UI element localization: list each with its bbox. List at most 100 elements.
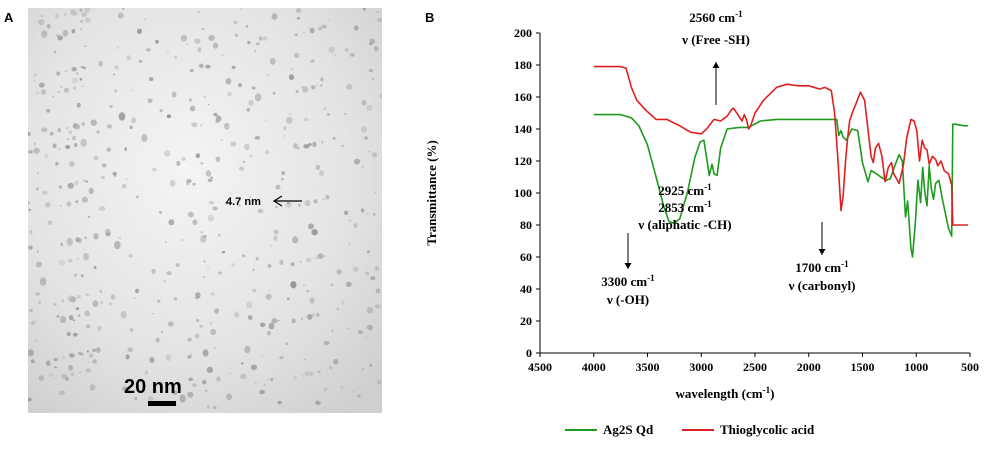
nanoparticle	[313, 199, 318, 204]
nanoparticle	[174, 56, 178, 59]
nanoparticle	[157, 299, 161, 303]
nanoparticle	[240, 373, 247, 379]
legend-label: Thioglycolic acid	[720, 422, 815, 437]
nanoparticle	[255, 42, 260, 46]
nanoparticle	[120, 311, 127, 319]
nanoparticle	[345, 281, 352, 287]
nanoparticle	[131, 117, 137, 124]
x-tick-label: 3000	[689, 360, 713, 374]
annotation-text: 2853 cm-1	[658, 199, 712, 215]
nanoparticle	[254, 49, 257, 53]
nanoparticle	[175, 263, 180, 268]
nanoparticle	[76, 294, 81, 299]
y-tick-label: 60	[520, 250, 532, 264]
nanoparticle	[312, 313, 315, 317]
y-tick-label: 140	[514, 122, 532, 136]
nanoparticle	[144, 18, 146, 20]
nanoparticle	[225, 78, 232, 85]
nanoparticle	[200, 124, 202, 127]
nanoparticle	[353, 25, 359, 31]
nanoparticle	[90, 8, 93, 10]
nanoparticle	[317, 253, 324, 259]
nanoparticle	[62, 29, 69, 37]
nanoparticle	[218, 233, 221, 237]
nanoparticle	[309, 27, 315, 34]
nanoparticle	[168, 219, 175, 226]
nanoparticle	[81, 196, 88, 203]
nanoparticle	[208, 200, 214, 205]
nanoparticle	[205, 64, 211, 69]
nanoparticle	[295, 89, 299, 94]
nanoparticle	[259, 389, 265, 395]
nanoparticle	[70, 372, 75, 377]
nanoparticle	[152, 312, 155, 315]
nanoparticle	[207, 103, 210, 106]
nanoparticle	[293, 143, 298, 149]
nanoparticle	[197, 10, 200, 13]
nanoparticle	[30, 322, 34, 325]
nanoparticle	[46, 23, 51, 29]
nanoparticle	[187, 211, 194, 218]
ftir-chart: 0 20 40 60 80 100 120 140 160 180 200 4500 4000 3500 3…	[424, 9, 979, 437]
nanoparticle	[191, 383, 197, 388]
nanoparticle	[271, 13, 278, 20]
nanoparticle	[38, 82, 45, 88]
nanoparticle	[258, 36, 263, 41]
nanoparticle	[269, 57, 276, 65]
nanoparticle	[312, 141, 317, 147]
nanoparticle	[81, 12, 87, 17]
nanoparticle	[69, 161, 75, 168]
nanoparticle	[348, 243, 351, 245]
nanoparticle	[106, 124, 113, 129]
nanoparticle	[131, 89, 134, 91]
nanoparticle	[70, 9, 76, 16]
nanoparticle	[186, 179, 192, 184]
nanoparticle	[122, 386, 128, 392]
nanoparticle	[100, 176, 105, 179]
nanoparticle	[290, 281, 297, 289]
nanoparticle	[126, 178, 128, 180]
nanoparticle	[316, 84, 318, 87]
nanoparticle	[63, 13, 67, 16]
nanoparticle	[304, 371, 309, 377]
nanoparticle	[244, 345, 251, 354]
nanoparticle	[68, 315, 74, 321]
nanoparticle	[326, 113, 330, 116]
nanoparticle	[76, 102, 81, 108]
nanoparticle	[58, 185, 63, 189]
nanoparticle	[245, 24, 249, 28]
nanoparticle	[169, 180, 176, 187]
y-tick-label: 160	[514, 90, 532, 104]
y-tick-label: 120	[514, 154, 532, 168]
nanoparticle	[213, 112, 218, 117]
nanoparticle	[181, 238, 184, 242]
nanoparticle	[173, 297, 178, 301]
nanoparticle	[165, 354, 171, 362]
nanoparticle	[273, 229, 279, 235]
nanoparticle	[155, 39, 159, 44]
nanoparticle	[308, 27, 310, 29]
nanoparticle	[112, 171, 117, 176]
nanoparticle	[162, 381, 165, 385]
nanoparticle	[47, 220, 53, 225]
nanoparticle	[321, 24, 327, 29]
nanoparticle	[44, 202, 51, 208]
nanoparticle	[99, 290, 103, 293]
nanoparticle	[151, 268, 156, 274]
nanoparticle	[249, 154, 253, 158]
nanoparticle	[288, 74, 295, 81]
nanoparticle	[290, 68, 293, 70]
nanoparticle	[33, 147, 40, 154]
nanoparticle	[202, 275, 206, 279]
nanoparticle	[41, 89, 46, 95]
nanoparticle	[89, 384, 96, 391]
nanoparticle	[254, 136, 261, 140]
nanoparticle	[344, 112, 347, 115]
nanoparticle	[148, 396, 154, 402]
nanoparticle	[67, 295, 74, 302]
nanoparticle	[80, 274, 84, 278]
nanoparticle	[28, 349, 34, 357]
nanoparticle	[79, 371, 82, 374]
nanoparticle	[369, 42, 373, 45]
nanoparticle	[227, 92, 232, 97]
